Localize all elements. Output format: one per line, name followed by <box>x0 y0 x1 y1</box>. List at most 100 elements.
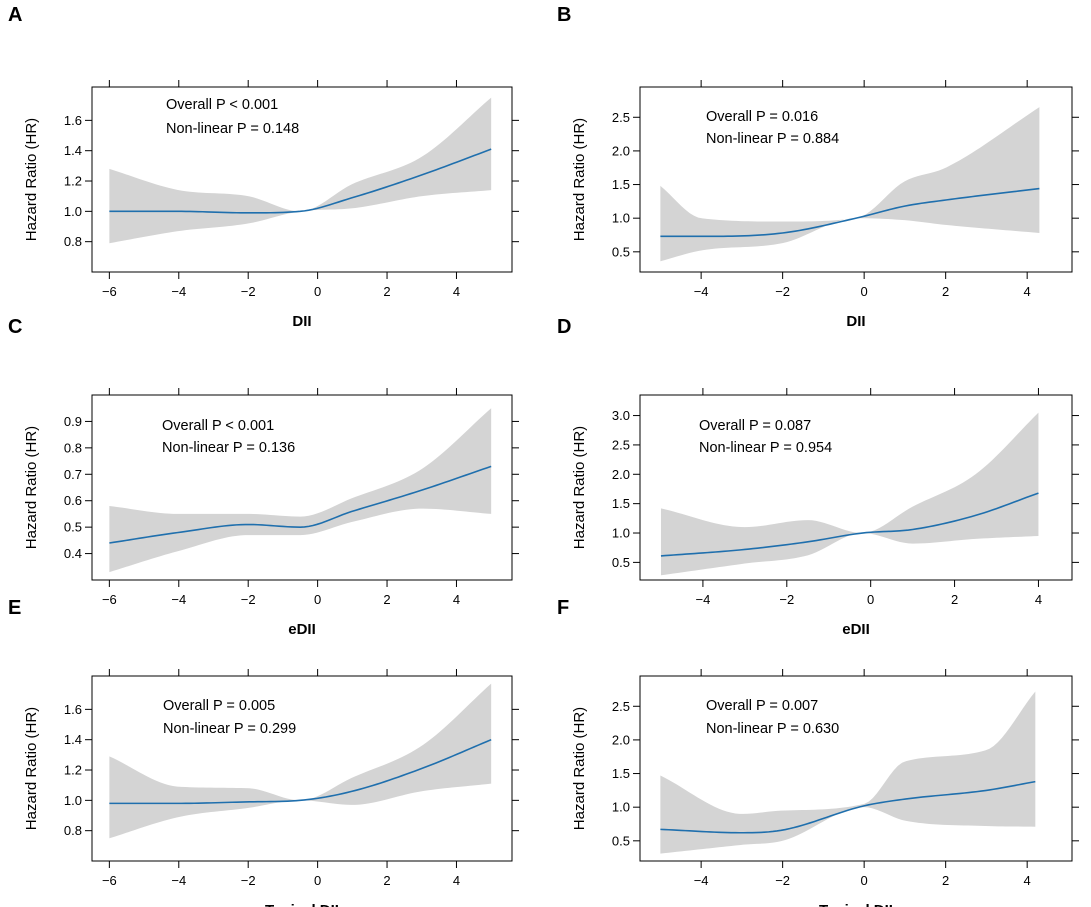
y-tick-label-d-3: 2.0 <box>612 467 630 482</box>
x-axis-title-d: eDII <box>842 621 870 638</box>
y-tick-label-e-2: 1.2 <box>64 763 82 778</box>
y-tick-label-a-4: 1.6 <box>64 113 82 128</box>
plot-frame-b <box>639 86 1073 273</box>
y-tick-label-c-5: 0.9 <box>64 414 82 429</box>
overall-p-c: Overall P < 0.001 <box>162 418 274 434</box>
y-tick-label-f-2: 1.5 <box>612 766 630 781</box>
y-tick-label-f-3: 2.0 <box>612 732 630 747</box>
x-tick-label-a-2: −2 <box>241 284 256 299</box>
x-tick-label-b-0: −4 <box>694 284 709 299</box>
x-tick-label-c-0: −6 <box>102 592 117 607</box>
y-tick-label-f-1: 1.0 <box>612 800 630 815</box>
y-tick-label-e-3: 1.4 <box>64 732 82 747</box>
y-tick-label-d-1: 1.0 <box>612 526 630 541</box>
panel-f: −4 −2 0 2 4 0.5 1.0 1.5 2.0 2.5 Hazard Ratio (HR) T… <box>557 597 1079 907</box>
ci-band-b <box>660 107 1040 262</box>
x-axis-title-a: DII <box>292 313 311 330</box>
y-axis-title-b: Hazard Ratio (HR) <box>571 118 588 241</box>
x-tick-label-c-5: 4 <box>453 592 460 607</box>
x-tick-label-b-2: 0 <box>861 284 868 299</box>
y-tick-label-d-0: 0.5 <box>612 555 630 570</box>
x-tick-label-a-0: −6 <box>102 284 117 299</box>
overall-p-d: Overall P = 0.087 <box>699 418 811 434</box>
x-tick-label-f-2: 0 <box>861 873 868 888</box>
x-tick-label-e-4: 2 <box>383 873 390 888</box>
y-tick-label-c-2: 0.6 <box>64 493 82 508</box>
x-tick-label-d-2: 0 <box>867 592 874 607</box>
ci-band-e <box>109 683 492 839</box>
x-tick-label-e-1: −4 <box>171 873 186 888</box>
x-tick-label-f-0: −4 <box>694 873 709 888</box>
x-tick-label-a-1: −4 <box>171 284 186 299</box>
x-tick-label-c-2: −2 <box>241 592 256 607</box>
x-tick-label-d-0: −4 <box>695 592 710 607</box>
nonlinear-p-d: Non-linear P = 0.954 <box>699 440 832 456</box>
x-axis-title-b: DII <box>846 313 865 330</box>
x-tick-label-f-4: 4 <box>1024 873 1031 888</box>
x-axis-title-c: eDII <box>288 621 316 638</box>
hr-line-d <box>660 492 1039 557</box>
hr-line-e <box>109 738 492 805</box>
nonlinear-p-b: Non-linear P = 0.884 <box>706 131 839 147</box>
y-tick-label-e-0: 0.8 <box>64 823 82 838</box>
panel-c: −6 −4 −2 0 2 4 0.4 0.5 0.6 0.7 0.8 0.9 Hazard Ratio … <box>8 316 519 638</box>
panel-letter-a: A <box>8 4 22 26</box>
x-tick-label-b-3: 2 <box>942 284 949 299</box>
plot-frame-f <box>639 675 1073 862</box>
y-tick-label-f-4: 2.5 <box>612 699 630 714</box>
y-tick-label-b-1: 1.0 <box>612 211 630 226</box>
x-tick-label-b-4: 4 <box>1024 284 1031 299</box>
y-tick-label-e-4: 1.6 <box>64 702 82 717</box>
panel-a: −6 −4 −2 0 2 4 0.8 1.0 1.2 1.4 1.6 Hazard Ratio (HR… <box>8 4 519 330</box>
x-tick-label-c-3: 0 <box>314 592 321 607</box>
panel-letter-d: D <box>557 316 571 338</box>
y-axis-title-f: Hazard Ratio (HR) <box>571 707 588 830</box>
y-tick-label-a-0: 0.8 <box>64 234 82 249</box>
panel-letter-f: F <box>557 597 569 619</box>
y-tick-label-d-4: 2.5 <box>612 437 630 452</box>
x-tick-label-f-1: −2 <box>775 873 790 888</box>
y-axis-title-a: Hazard Ratio (HR) <box>23 118 40 241</box>
nonlinear-p-e: Non-linear P = 0.299 <box>163 721 296 737</box>
hr-line-b <box>660 187 1040 238</box>
x-tick-label-e-5: 4 <box>453 873 460 888</box>
x-axis-title-e: Typical DII <box>265 902 339 907</box>
x-tick-label-a-4: 2 <box>383 284 390 299</box>
x-tick-label-d-3: 2 <box>951 592 958 607</box>
panel-b: −4 −2 0 2 4 0.5 1.0 1.5 2.0 2.5 Hazard Ratio (HR) D… <box>557 4 1079 330</box>
x-tick-label-d-1: −2 <box>779 592 794 607</box>
plot-frame-e <box>91 675 513 862</box>
y-tick-label-b-2: 1.5 <box>612 177 630 192</box>
y-tick-label-c-0: 0.4 <box>64 546 82 561</box>
x-tick-label-a-5: 4 <box>453 284 460 299</box>
x-tick-label-c-4: 2 <box>383 592 390 607</box>
y-tick-label-c-3: 0.7 <box>64 467 82 482</box>
panel-letter-e: E <box>8 597 21 619</box>
nonlinear-p-f: Non-linear P = 0.630 <box>706 721 839 737</box>
x-tick-label-e-2: −2 <box>241 873 256 888</box>
y-tick-label-a-2: 1.2 <box>64 174 82 189</box>
y-tick-label-a-1: 1.0 <box>64 204 82 219</box>
y-tick-label-d-5: 3.0 <box>612 408 630 423</box>
panel-letter-b: B <box>557 4 571 26</box>
ci-band-d <box>660 412 1039 576</box>
plot-frame-a <box>91 86 513 273</box>
hr-line-f <box>660 780 1036 834</box>
y-tick-label-b-0: 0.5 <box>612 244 630 259</box>
x-tick-label-a-3: 0 <box>314 284 321 299</box>
y-tick-label-b-4: 2.5 <box>612 110 630 125</box>
panel-e: −6 −4 −2 0 2 4 0.8 1.0 1.2 1.4 1.6 Hazard Ratio (HR… <box>8 597 519 907</box>
plot-frame-d <box>639 394 1073 581</box>
overall-p-e: Overall P = 0.005 <box>163 698 275 714</box>
panel-d: −4 −2 0 2 4 0.5 1.0 1.5 2.0 2.5 3.0 Hazard Ratio (H… <box>557 316 1079 638</box>
x-tick-label-e-3: 0 <box>314 873 321 888</box>
nonlinear-p-c: Non-linear P = 0.136 <box>162 440 295 456</box>
x-tick-label-f-3: 2 <box>942 873 949 888</box>
overall-p-f: Overall P = 0.007 <box>706 698 818 714</box>
x-tick-label-b-1: −2 <box>775 284 790 299</box>
x-axis-title-f: Typical DII <box>819 902 893 907</box>
y-tick-label-d-2: 1.5 <box>612 496 630 511</box>
panel-letter-c: C <box>8 316 22 338</box>
y-tick-label-b-3: 2.0 <box>612 143 630 158</box>
